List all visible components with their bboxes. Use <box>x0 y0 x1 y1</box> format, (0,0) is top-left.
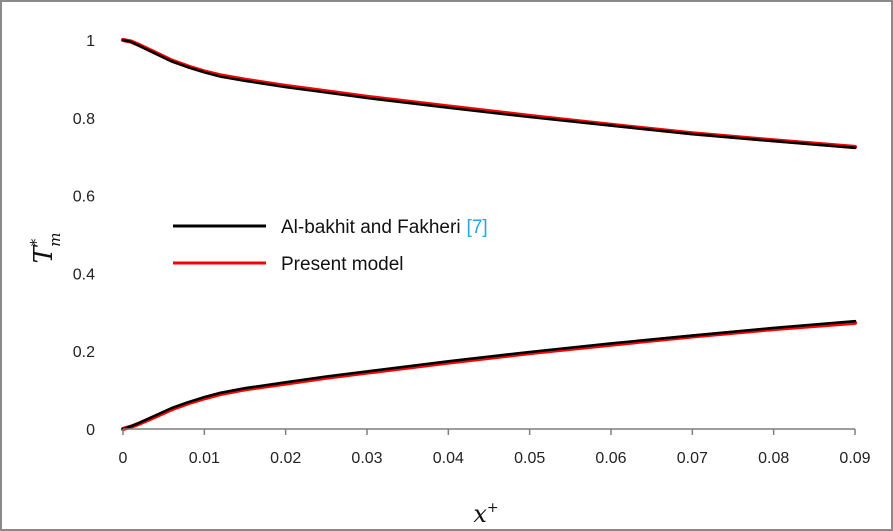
x-tick-label: 0.07 <box>677 450 708 467</box>
y-tick-label: 0.6 <box>73 189 95 206</box>
legend-entry-present-model: Present model <box>281 254 404 275</box>
series-present-model-curve-upper <box>120 37 858 150</box>
x-tick-label: 0.03 <box>351 450 382 467</box>
y-axis-ticks: 0 0.2 0.4 0.6 0.8 1 <box>73 33 95 439</box>
x-tick-label: 0.04 <box>433 450 464 467</box>
x-tick-label: 0.02 <box>270 450 301 467</box>
series-albakhit-curve-upper <box>121 38 857 150</box>
x-axis-ticks: 0 0.01 0.02 0.03 0.04 0.05 0.06 0.07 0.08 0.09 <box>119 429 871 467</box>
chart-legend: Al-bakhit and Fakheri [7] Present model <box>173 217 488 275</box>
x-tick-label: 0.05 <box>514 450 545 467</box>
curves-layer <box>120 37 858 432</box>
y-tick-label: 0.2 <box>73 344 95 361</box>
legend-entry-albakhit: Al-bakhit and Fakheri [7] <box>281 217 488 238</box>
x-tick-label: 0.08 <box>758 450 789 467</box>
y-axis-title: T*m <box>27 232 64 263</box>
y-tick-label: 0.8 <box>73 111 95 128</box>
y-tick-label: 0 <box>86 422 95 439</box>
axes-layer: 0 0.01 0.02 0.03 0.04 0.05 0.06 0.07 0.08 0.09 00… <box>73 33 871 467</box>
legend-reference-link[interactable]: [7] <box>467 217 488 238</box>
x-tick-label: 0 <box>119 450 128 467</box>
y-axis-title-group: T*m <box>27 232 64 263</box>
y-tick-label: 1 <box>86 33 95 50</box>
x-tick-label: 0.06 <box>595 450 626 467</box>
x-tick-label: 0.09 <box>839 450 870 467</box>
x-tick-label: 0.01 <box>189 450 220 467</box>
y-tick-label: 0.4 <box>73 266 95 283</box>
series-albakhit-curve-lower <box>121 319 857 431</box>
series-present-model-curve-lower <box>120 320 858 432</box>
x-axis-title: x+ <box>473 500 498 528</box>
